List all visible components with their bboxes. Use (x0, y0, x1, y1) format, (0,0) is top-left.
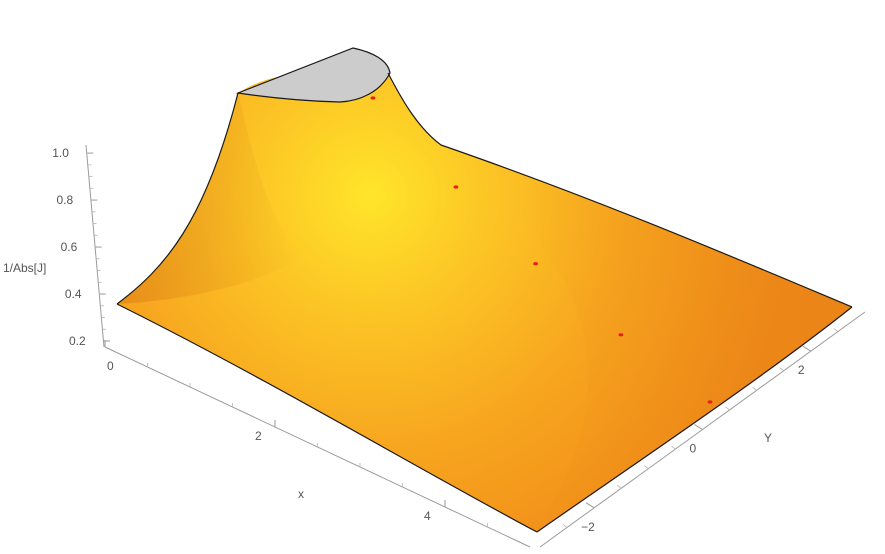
z-tick-label: 0.6 (61, 240, 78, 254)
y-tick (802, 345, 812, 352)
y-minor-tick (752, 387, 757, 391)
y-minor-tick (562, 524, 568, 528)
z-tick-label: 0.8 (56, 193, 73, 207)
y-minor-tick (833, 328, 839, 332)
y-tick (694, 424, 703, 430)
y-tick-label: 2 (798, 363, 805, 377)
x-tick-label: 0 (107, 359, 114, 373)
clip-cap (235, 47, 391, 103)
y-axis: −2 0 2 Y (539, 311, 866, 548)
y-minor-tick (644, 465, 649, 469)
marker-point (453, 185, 459, 189)
y-minor-tick (617, 484, 622, 489)
z-tick-label: 0.4 (65, 287, 82, 301)
y-tick-label: −2 (581, 520, 595, 534)
z-tick-label: 0.2 (69, 334, 86, 348)
edge-right (536, 306, 853, 533)
z-axis: 0.2 0.4 0.6 0.8 1.0 1/Abs[J] (3, 144, 110, 348)
surface (116, 47, 853, 533)
surface-shade-left (117, 93, 300, 304)
surface-shade-right (441, 145, 852, 532)
markers (370, 96, 713, 404)
z-tick-label: 1.0 (52, 146, 69, 160)
y-axis-label: Y (764, 431, 772, 445)
z-axis-label: 1/Abs[J] (3, 261, 46, 275)
edge-left (116, 92, 239, 305)
x-tick-label: 4 (424, 509, 431, 523)
y-tick (585, 502, 595, 509)
edge-near (116, 303, 538, 533)
x-tick-label: 2 (255, 429, 262, 443)
y-minor-tick (725, 406, 730, 411)
z-axis-line (85, 144, 105, 348)
edge-far (387, 72, 853, 308)
y-minor-tick (779, 367, 784, 372)
marker-point (533, 262, 539, 266)
marker-point (618, 333, 624, 337)
marker-point (707, 400, 713, 404)
marker-point (370, 96, 376, 100)
y-tick-label: 0 (690, 442, 697, 456)
x-axis-label: x (298, 487, 304, 501)
x-axis: 0 2 4 x (104, 340, 531, 548)
y-minor-tick (671, 445, 676, 450)
